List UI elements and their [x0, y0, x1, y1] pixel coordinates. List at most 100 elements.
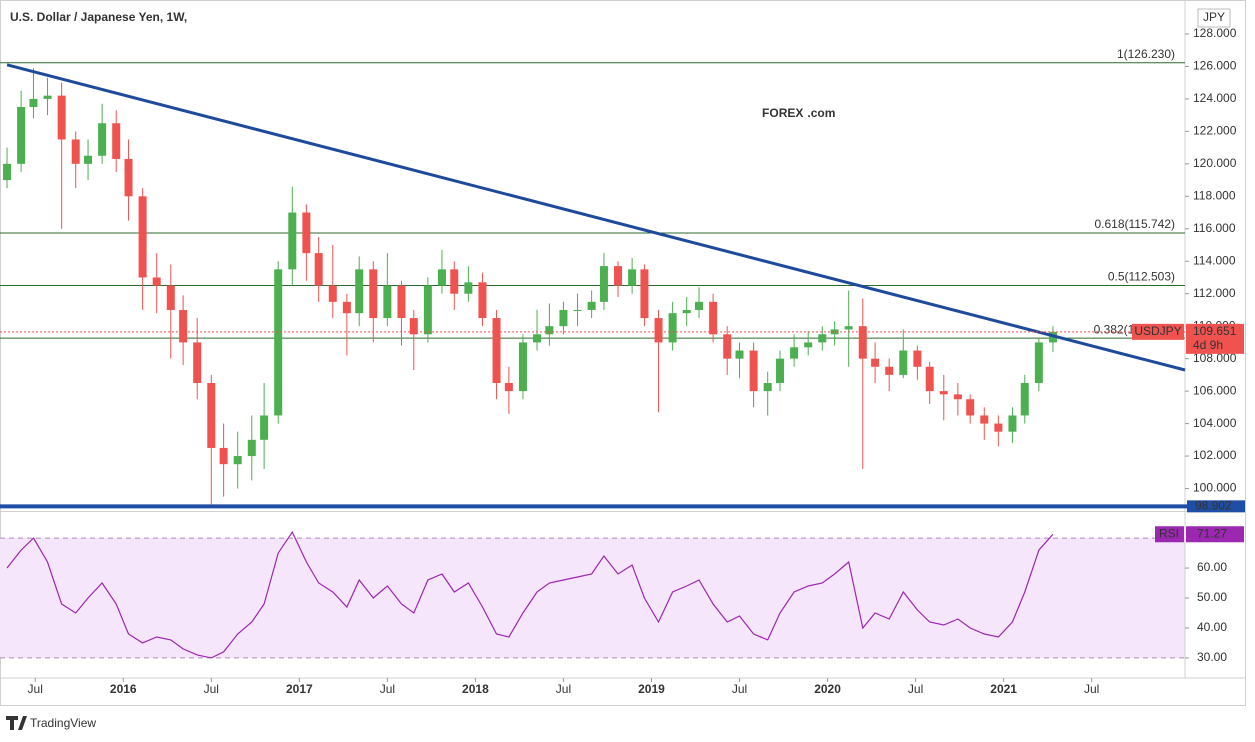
countdown-label: 4d 9h [1193, 338, 1223, 352]
rsi-value-box [1186, 526, 1244, 543]
y-tick-label: 124.000 [1193, 91, 1237, 105]
candle-body [409, 318, 418, 335]
candle-body [654, 318, 663, 343]
rsi-y-tick-label: 50.00 [1197, 590, 1227, 604]
candle-body [871, 358, 880, 367]
trendline [6, 63, 1186, 372]
x-tick-label: Jul [1084, 682, 1099, 696]
candle-body [247, 439, 256, 457]
candle-body [3, 163, 12, 181]
candle-body [369, 269, 378, 319]
fib-label: 0.5(112.503) [1108, 270, 1175, 284]
currency-label: JPY [1203, 10, 1225, 24]
candle-body [709, 301, 718, 335]
rsi-line [6, 530, 1054, 659]
y-tick-label: 120.000 [1193, 156, 1237, 170]
price-box [1186, 323, 1244, 354]
x-tick-label: 2021 [990, 682, 1017, 696]
logo-text: .com [807, 106, 835, 120]
x-tick-label: Jul [908, 682, 923, 696]
x-tick-label: Jul [28, 682, 43, 696]
x-tick-label: 2016 [110, 682, 137, 696]
candle-body [57, 95, 66, 140]
candle-body [98, 123, 107, 156]
candle-body [437, 269, 446, 286]
candle-body [966, 399, 975, 416]
rsi-name-box [1155, 526, 1184, 543]
candle-body [518, 342, 527, 392]
logo-text: F [762, 106, 769, 120]
candle-body [735, 350, 744, 359]
y-tick-label: 114.000 [1193, 253, 1236, 267]
candle-body [804, 342, 813, 348]
candle-body [504, 383, 513, 392]
candle-body [260, 415, 269, 440]
candle-body [614, 266, 623, 286]
candle-body [668, 313, 677, 343]
candle-body [17, 107, 26, 164]
candle-body [980, 415, 989, 424]
rsi-y-tick-label: 60.00 [1197, 560, 1227, 574]
currency-box [1197, 8, 1231, 28]
candle-body [274, 269, 283, 416]
x-tick-label: Jul [204, 682, 219, 696]
candle-body [559, 309, 568, 327]
rsi-name: RSI [1159, 526, 1179, 540]
candle-body [124, 158, 133, 197]
candle-body [314, 253, 323, 286]
candle-body [219, 447, 228, 465]
candle-body [545, 326, 554, 335]
candle-body [695, 301, 704, 310]
y-tick-label: 106.000 [1193, 383, 1237, 397]
candle-body [43, 95, 52, 99]
candle-body [749, 350, 758, 392]
candle-body [682, 309, 691, 314]
candle-body [478, 282, 487, 319]
fib-label: 1(126.230) [1117, 47, 1175, 61]
candle-body [599, 266, 608, 302]
y-tick-label: 104.000 [1193, 416, 1237, 430]
rsi-y-tick-label: 30.00 [1197, 650, 1227, 664]
candle-body [830, 329, 839, 335]
y-tick-label: 122.000 [1193, 124, 1237, 138]
support-label-box [1187, 500, 1245, 513]
candle-body [84, 155, 93, 164]
candle-body [939, 391, 948, 395]
candle-body [723, 334, 732, 359]
candle-body [790, 347, 799, 359]
candle-body [587, 301, 596, 310]
candle-body [207, 383, 216, 448]
candle-body [899, 350, 908, 375]
footer-icon [6, 716, 27, 730]
candle-body [994, 423, 1003, 432]
candle-body [763, 383, 772, 392]
candle-body [953, 394, 962, 400]
y-tick-label: 116.000 [1193, 221, 1236, 235]
rsi-value-label: 71.27 [1197, 526, 1227, 540]
candle-body [1034, 342, 1043, 383]
symbol-label: USDJPY [1134, 324, 1181, 338]
logo-text: O [769, 106, 778, 120]
symbol-box [1132, 323, 1184, 340]
candle-body [492, 318, 501, 383]
chart-title: U.S. Dollar / Japanese Yen, 1W, [10, 10, 187, 24]
support-label: 98.902 [1195, 499, 1232, 513]
rsi-y-tick-label: 40.00 [1197, 620, 1227, 634]
candle-body [397, 285, 406, 319]
candle-body [71, 139, 80, 164]
candle-body [628, 269, 637, 286]
candle-body [342, 301, 351, 314]
candle-body [818, 334, 827, 343]
candle-body [450, 269, 459, 294]
y-tick-label: 128.000 [1193, 26, 1237, 40]
candle-body [355, 269, 364, 314]
x-tick-label: Jul [380, 682, 395, 696]
candle-body [193, 342, 202, 383]
candle-body [925, 366, 934, 392]
x-tick-label: Jul [556, 682, 571, 696]
x-tick-label: 2019 [638, 682, 665, 696]
last-price-label: 109.651 [1193, 324, 1237, 338]
candle-body [328, 285, 337, 302]
candle-body [573, 309, 582, 311]
